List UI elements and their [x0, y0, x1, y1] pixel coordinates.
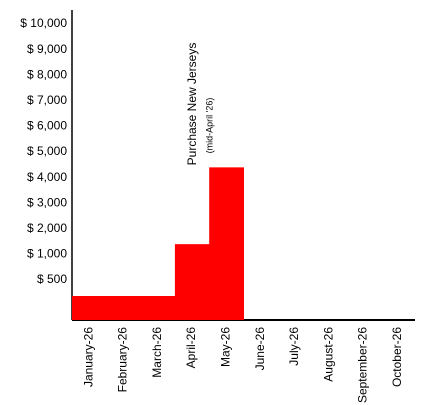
y-tick-label: $ 10,000 [20, 16, 67, 30]
y-tick-label: $ 4,000 [27, 170, 67, 184]
x-tick-label: February-26 [116, 327, 130, 393]
bar [140, 296, 176, 320]
bar [72, 296, 107, 320]
x-tick-label: August-26 [321, 327, 335, 382]
y-tick-label: $ 1,000 [27, 247, 67, 261]
y-tick-label: $ 6,000 [27, 119, 67, 133]
y-tick-label: $ 7,000 [27, 93, 67, 107]
x-tick-label: April-26 [184, 327, 198, 369]
bar [174, 244, 210, 320]
y-tick-label: $ 9,000 [27, 42, 67, 56]
x-tick-label: July-26 [287, 327, 301, 366]
x-tick-label: June-26 [253, 327, 267, 371]
x-tick-label: September-26 [356, 327, 370, 403]
bar [209, 167, 244, 320]
x-tick-label: March-26 [150, 327, 164, 378]
y-tick-label: $ 500 [37, 272, 67, 286]
y-tick-label: $ 2,000 [27, 221, 67, 235]
x-tick-label: January-26 [81, 327, 95, 387]
annotation: Purchase New Jerseys [185, 43, 199, 166]
y-tick-label: $ 3,000 [27, 195, 67, 209]
x-tick-label: October-26 [390, 327, 404, 387]
x-tick-label: May-26 [219, 327, 233, 367]
bar [106, 296, 142, 320]
y-tick-label: $ 5,000 [27, 144, 67, 158]
y-tick-label: $ 8,000 [27, 67, 67, 81]
annotation-note: (mid-April '26) [204, 98, 214, 154]
